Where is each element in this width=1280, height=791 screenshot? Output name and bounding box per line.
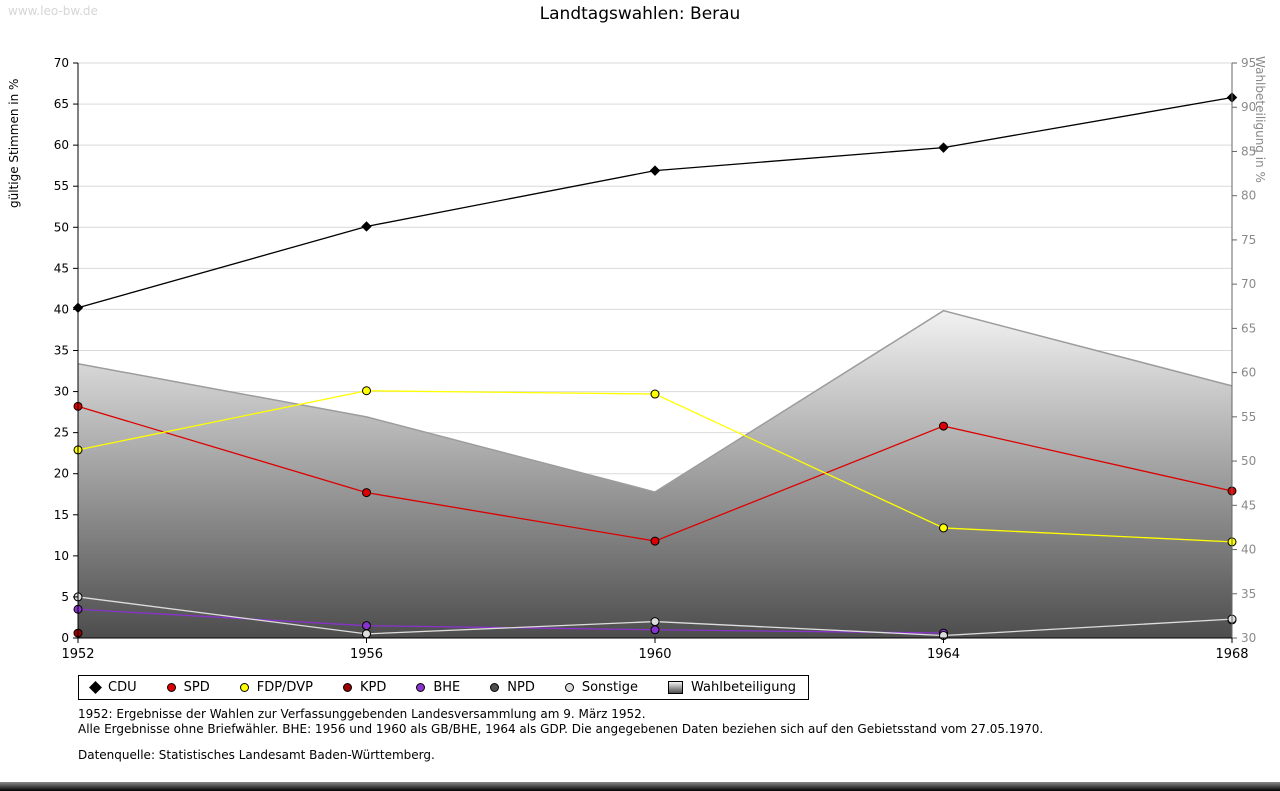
legend-label-bhe: BHE [433,680,461,695]
y-left-tick-label: 55 [54,179,69,193]
legend-label-spd: SPD [183,680,210,695]
y-left-tick-label: 65 [54,97,69,111]
y-right-tick-label: 85 [1241,144,1256,158]
y-right-tick-label: 95 [1241,56,1256,70]
footnote-line-1: 1952: Ergebnisse der Wahlen zur Verfassu… [78,707,646,721]
election-line-chart: 0 5 10 15 20 25 30 35 40 45 50 55 60 65 70 30 35 40 45 50 55… [7,56,1267,662]
legend-item-spd: SPD [166,680,210,695]
x-tick-label-1960: 1960 [638,647,671,662]
legend-item-npd: NPD [490,680,535,695]
x-tick-label-1952: 1952 [61,647,94,662]
legend-label-npd: NPD [507,680,535,695]
legend-label-kpd: KPD [359,680,387,695]
turnout-area [77,309,1233,638]
party-series [72,92,1238,641]
fdp-dvp-point-1960 [650,389,660,399]
x-tick-label-1964: 1964 [927,647,960,662]
page-title: Landtagswahlen: Berau [539,4,741,24]
y-left-tick-label: 45 [54,261,69,275]
fdp-dvp-point-1964 [939,523,948,533]
sonstige-point-1956 [362,629,371,639]
bhe-point-1960 [650,625,660,635]
y-right-tick-label: 70 [1241,277,1256,291]
turnout-area-fill [78,310,1232,638]
y-right-tick-label: 35 [1241,587,1256,601]
y-left-tick-label: 35 [54,344,69,358]
legend-item-cdu: CDU [89,680,137,695]
legend-swatch-cdu [89,681,102,694]
y-right-tick-label: 55 [1241,410,1256,424]
y-left-tick-label: 20 [54,467,69,481]
legend-label-wahlbeteiligung: Wahlbeteiligung [691,680,797,695]
bottom-edge-bar [0,782,1280,791]
fdp-dvp-point-1956 [362,386,371,396]
legend-swatch-npd [490,683,500,692]
y-right-tick-label: 80 [1241,189,1256,203]
sonstige-point-1960 [650,617,660,627]
legend-swatch-fdp-dvp [239,683,249,692]
cdu-line [77,96,1233,309]
y-left-tick-label: 30 [54,385,69,399]
left-axis-title: gültige Stimmen in % [7,79,21,208]
spd-point-1956 [362,488,371,498]
axes [73,62,1237,643]
legend-swatch-wahlbeteiligung [668,681,684,694]
y-left-tick-label: 60 [54,138,69,152]
watermark: www.leo-bw.de [8,4,98,18]
y-right-tick-label: 60 [1241,366,1256,380]
legend-item-kpd: KPD [342,680,387,695]
footnote-line-2: Alle Ergebnisse ohne Briefwähler. BHE: 1… [78,722,1044,736]
y-left-tick-label: 50 [54,220,69,234]
y-left-tick-label: 25 [54,426,69,440]
y-left-tick-label: 5 [61,590,69,604]
legend-swatch-sonstige [564,683,574,692]
y-right-tick-label: 40 [1241,543,1256,557]
legend-label-fdp-dvp: FDP/DVP [256,680,313,695]
cdu-point-1960 [649,165,661,176]
y-left-tick-label: 10 [54,549,69,563]
y-right-tick-label: 90 [1241,100,1256,114]
y-left-tick-label: 0 [61,631,69,645]
right-axis-title: Wahlbeteiligung in % [1253,56,1267,183]
x-tick-label-1968: 1968 [1215,647,1248,662]
legend-item-sonstige: Sonstige [564,680,639,695]
legend-label-cdu: CDU [108,680,137,695]
footnotes: 1952: Ergebnisse der Wahlen zur Verfassu… [78,707,1043,763]
spd-point-1960 [650,536,660,546]
tick-labels: 0 5 10 15 20 25 30 35 40 45 50 55 60 65 70 30 35 40 45 50 55… [54,56,1257,662]
x-tick-label-1956: 1956 [350,647,383,662]
legend: CDU SPD FDP/DVP KPD BHE NPD Sonstige Wahlbeteil… [78,675,810,700]
legend-item-fdp-dvp: FDP/DVP [239,680,313,695]
y-right-tick-label: 45 [1241,498,1256,512]
bhe-point-1956 [362,621,371,631]
legend-swatch-spd [166,683,176,692]
data-source: Datenquelle: Statistisches Landesamt Bad… [78,748,435,762]
y-right-tick-label: 75 [1241,233,1256,247]
cdu-point-1956 [361,221,372,232]
spd-point-1964 [939,421,948,431]
legend-swatch-bhe [416,683,426,692]
legend-swatch-kpd [342,683,352,692]
y-right-tick-label: 50 [1241,454,1256,468]
turnout-area-edge [77,309,1233,493]
legend-label-sonstige: Sonstige [581,680,639,695]
y-left-tick-label: 15 [54,508,69,522]
y-right-tick-label: 65 [1241,321,1256,335]
y-left-tick-label: 40 [54,302,69,316]
cdu-point-1964 [938,142,949,153]
y-left-tick-label: 70 [54,56,69,70]
y-right-tick-label: 30 [1241,631,1256,645]
legend-item-wahlbeteiligung: Wahlbeteiligung [668,680,796,695]
legend-item-bhe: BHE [416,680,460,695]
